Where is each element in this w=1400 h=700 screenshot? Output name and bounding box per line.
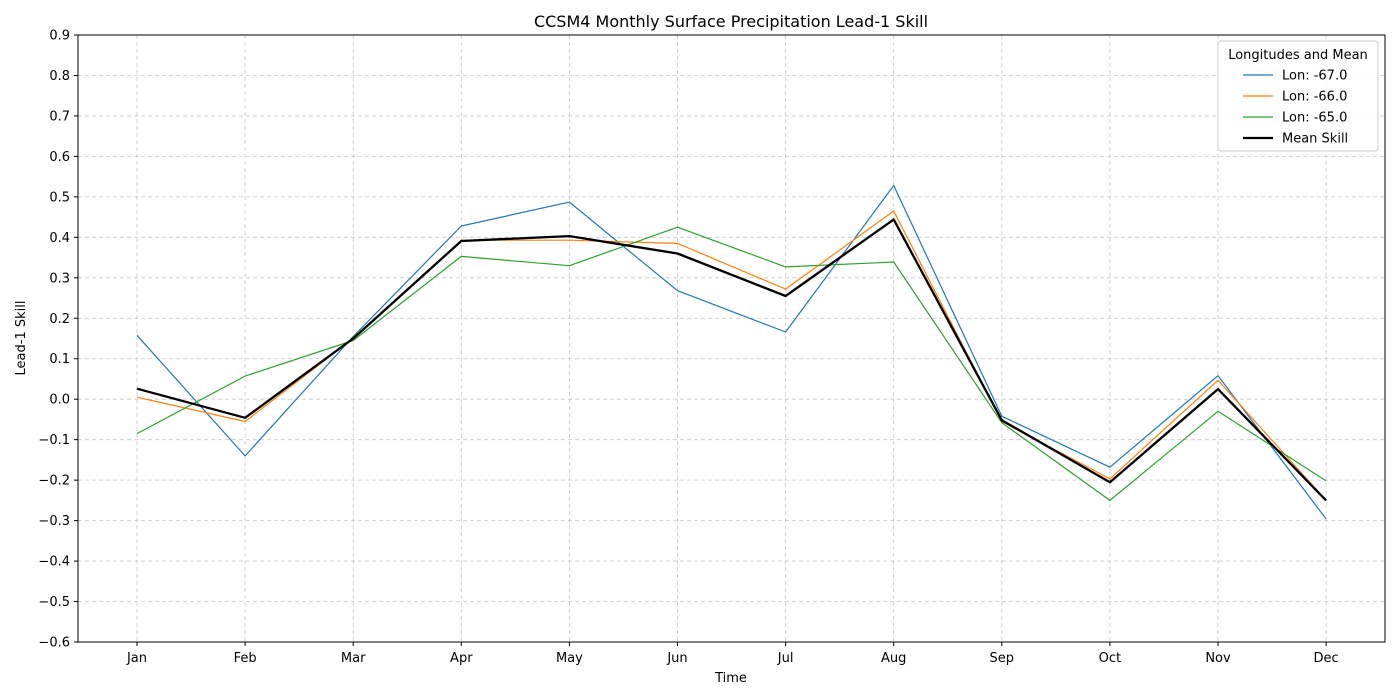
legend-box [1217,40,1379,152]
y-tick-label: −0.1 [38,433,70,448]
legend-title: Longitudes and Mean [1228,48,1368,63]
x-tick-label: Jun [666,651,687,666]
x-tick-label: Sep [990,651,1015,666]
x-tick-label: Nov [1205,651,1231,666]
y-tick-label: −0.3 [38,514,70,529]
x-tick-label: Jul [777,651,794,666]
y-tick-label: 0.5 [49,190,70,205]
y-tick-label: 0.3 [49,271,70,286]
y-tick-label: −0.6 [38,636,70,651]
legend: Longitudes and Mean Lon: -67.0 Lon: -66.0… [1217,40,1379,152]
x-axis-label: Time [714,671,747,686]
legend-entry-label: Lon: -65.0 [1282,111,1347,126]
chart-title: CCSM4 Monthly Surface Precipitation Lead… [534,12,928,31]
y-tick-label: 0.7 [49,109,70,124]
series-line-1 [136,184,1327,520]
y-tick-label: 0.2 [49,312,70,327]
y-tick-label: −0.2 [38,474,70,489]
y-tick-label: 0.1 [49,352,70,367]
legend-entry-label: Lon: -66.0 [1282,90,1347,105]
x-tick-label: Jan [126,651,147,666]
series-line-3 [136,226,1327,501]
series-line-4 [136,218,1327,502]
y-tick-label: 0.0 [49,393,70,408]
y-tick-label: −0.4 [38,555,70,570]
legend-entry-label: Lon: -67.0 [1282,69,1347,84]
y-tick-label: 0.9 [49,29,70,44]
x-tick-label: May [556,651,583,666]
grid-lines [78,34,1385,643]
x-tick-label: Aug [881,651,906,666]
plot-frame [77,34,1386,643]
series-lines [136,184,1327,520]
x-tick-label: Dec [1314,651,1339,666]
x-tick-label: Feb [234,651,257,666]
x-tick-label: Mar [341,651,366,666]
y-tick-label: −0.5 [38,595,70,610]
y-axis-ticks: −0.6 −0.5 −0.4 −0.3 −0.2 −0.1 0.0 0.1 0.2 0.3 0.4 0… [38,29,78,651]
y-tick-label: 0.8 [49,69,70,84]
x-axis-ticks: Jan Feb Mar Apr May Jun Jul Aug Sep Oct Nov Dec [126,642,1339,666]
legend-entry-label: Mean Skill [1282,132,1348,147]
y-axis-label: Lead-1 Skill [14,301,29,376]
y-tick-label: 0.6 [49,150,70,165]
series-line-2 [136,210,1327,501]
y-tick-label: 0.4 [49,231,70,246]
x-tick-label: Oct [1099,651,1121,666]
x-tick-label: Apr [450,651,473,666]
